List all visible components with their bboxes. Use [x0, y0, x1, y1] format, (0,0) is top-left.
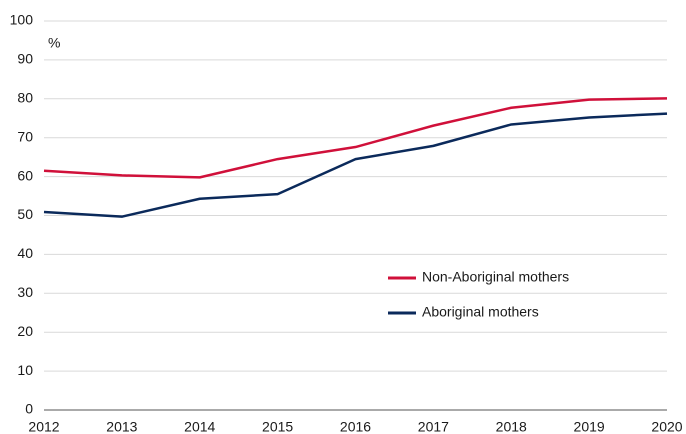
x-tick-label: 2019 — [574, 419, 605, 434]
x-tick-label: 2015 — [262, 419, 293, 434]
y-tick-label: 0 — [25, 401, 33, 417]
y-tick-label: 10 — [17, 362, 33, 378]
y-tick-label: 80 — [17, 90, 33, 106]
x-tick-label: 2016 — [340, 419, 371, 434]
y-tick-label: 30 — [17, 284, 33, 300]
y-tick-label: 90 — [17, 51, 33, 67]
y-tick-label: 20 — [17, 323, 33, 339]
y-tick-label: 70 — [17, 128, 33, 144]
x-tick-label: 2017 — [418, 419, 449, 434]
y-tick-label: 50 — [17, 206, 33, 222]
x-tick-label: 2014 — [184, 419, 215, 434]
series-line — [43, 97, 668, 179]
x-tick-label: 2013 — [106, 419, 137, 434]
y-tick-label: 100 — [10, 12, 34, 28]
y-tick-label: 40 — [17, 245, 33, 261]
x-tick-label: 2012 — [28, 419, 59, 434]
y-tick-label: 60 — [17, 167, 33, 183]
series-line — [43, 112, 668, 218]
legend-label: Non-Aboriginal mothers — [422, 269, 569, 285]
x-tick-label: 2018 — [496, 419, 527, 434]
x-tick-label: 2020 — [651, 419, 682, 434]
y-unit-label: % — [48, 35, 60, 51]
legend-label: Aboriginal mothers — [422, 304, 539, 320]
